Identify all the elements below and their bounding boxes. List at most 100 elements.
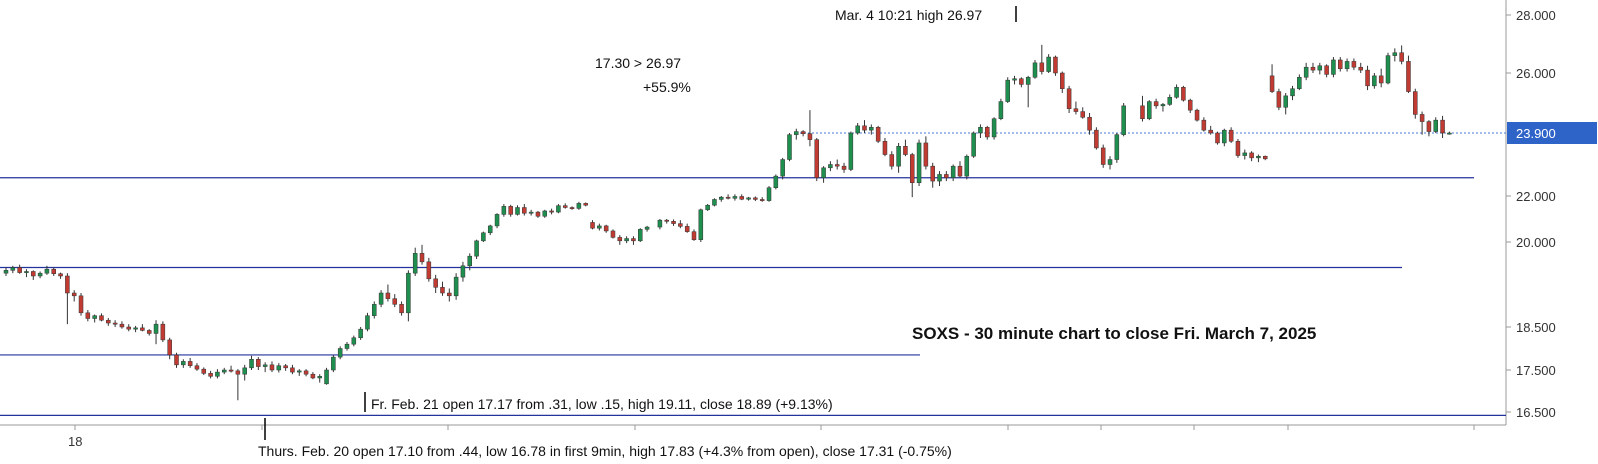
candle-up [92,315,97,319]
candle-up [1032,62,1038,78]
candle-down [1215,132,1220,144]
candle-up [787,134,792,160]
candle-up [821,167,826,179]
candle-down [303,370,309,375]
candle-up [24,271,29,273]
candle-down [631,238,636,242]
annotation-range: 17.30 > 26.97 [595,55,681,71]
candle-down [447,292,452,297]
candle-up [378,292,384,305]
candle-down [65,275,70,294]
candle-down [814,139,820,179]
candle-down [1194,109,1200,121]
candle-down [691,231,697,240]
candle-up [1222,129,1227,144]
annotation-feb20: Thurs. Feb. 20 open 17.10 from .44, low … [258,443,952,459]
candle-up [698,209,704,240]
candle-down [875,127,881,142]
candle-up [950,165,956,179]
candle-up [44,268,50,274]
candle-down [739,196,744,200]
candle-down [31,271,36,277]
candle-down [671,221,676,224]
annotation-pct: +55.9% [643,79,691,95]
candle-up [1046,56,1051,72]
candle-up [1283,95,1288,108]
candle-up [133,327,138,330]
candle-up [324,369,329,385]
candle-up [221,369,227,373]
candle-down [78,295,84,314]
candle-up [732,196,738,199]
candle-down [1060,72,1065,89]
candle-down [283,365,288,369]
candle-up [1290,88,1295,97]
candle-up [998,101,1004,119]
candle-down [603,225,609,232]
candle-up [978,127,983,134]
candle-down [930,165,935,182]
candle-down [923,142,929,167]
candle-up [501,206,507,215]
chart-title: SOXS - 30 minute chart to close Fri. Mar… [912,324,1316,343]
candle-down [1351,61,1357,68]
candle-down [1094,129,1099,149]
candle-up [487,225,493,234]
candle-down [909,154,915,183]
candle-up [576,203,582,209]
last-price-badge [1507,122,1597,144]
candle-up [1167,97,1173,105]
candle-down [725,196,731,199]
candle-down [119,323,125,328]
candle-down [678,223,683,227]
candle-down [1249,152,1254,159]
candle-up [1447,132,1452,135]
candle-down [269,364,275,371]
candle-down [1201,119,1207,131]
candle-down [160,323,166,341]
candle-down [1208,129,1213,134]
candle-up [1174,87,1179,98]
candle-down [1406,61,1411,92]
candle-down [419,253,425,263]
candle-down [1358,66,1363,71]
candle-down [1440,119,1445,134]
candle-down [228,369,234,372]
candle-up [331,356,336,371]
axes-layer: 28.000 26.000 22.000 20.000 18.500 17.500 16.5… [0,0,1597,449]
candle-down [140,327,145,331]
candle-down [426,261,432,280]
candle-up [1242,152,1248,156]
candle-up [481,232,486,242]
candle-down [1413,91,1418,115]
candle-down [1310,66,1316,71]
candle-up [372,304,377,316]
candle-down [862,125,867,131]
candle-up [460,265,466,278]
candle-down [664,219,669,222]
candle-down [187,361,193,366]
candle-up [964,155,970,177]
candle-up [1121,105,1126,135]
candle-up [528,211,534,214]
candle-down [201,368,207,374]
candle-down [194,365,200,370]
candle-up [780,159,785,177]
candle-down [1276,91,1282,108]
candle-up [249,359,254,369]
candle-down [1262,155,1268,160]
candle-down [208,373,213,377]
candle-down [1100,147,1106,165]
candle-down [1365,69,1370,87]
candle-up [467,255,473,267]
candle-down [583,203,588,206]
candle-up [494,214,500,227]
candle-up [1433,119,1438,132]
candle-up [1012,78,1017,81]
horizontal-lines-layer [0,132,1506,416]
candle-up [1005,79,1010,102]
candle-down [1080,111,1085,118]
candle-down [399,304,404,314]
candle-up [317,376,322,379]
